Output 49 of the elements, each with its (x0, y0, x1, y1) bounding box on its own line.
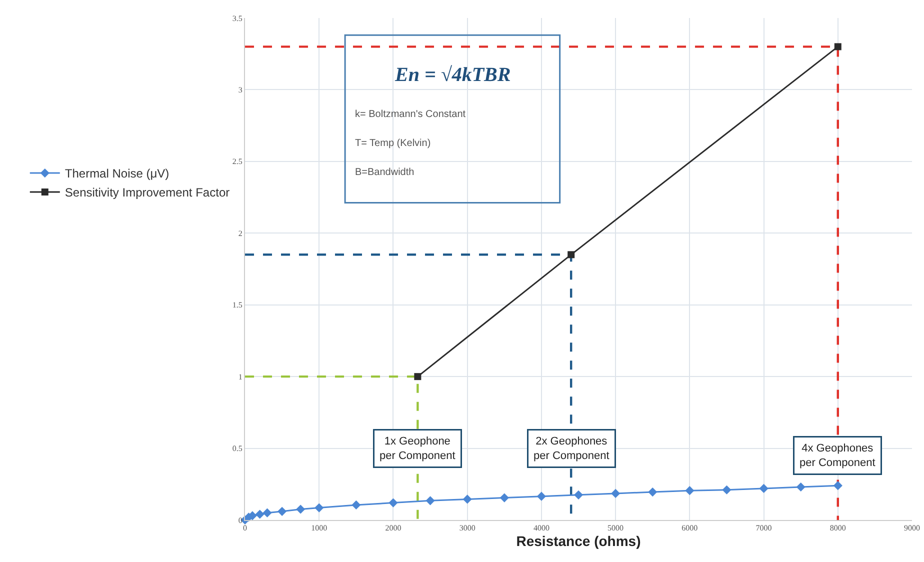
legend-label: Thermal Noise (μV) (64, 166, 170, 181)
x-tick-label: 1000 (311, 524, 328, 533)
point (833, 481, 842, 490)
point (255, 510, 264, 519)
annotation: 4x Geophones per Component (800, 442, 876, 469)
point (388, 498, 398, 508)
point (296, 504, 306, 514)
point (462, 494, 472, 504)
y-tick-label: 1.5 (232, 300, 242, 310)
annotation: 2x Geophones per Component (534, 436, 610, 462)
point (574, 490, 584, 500)
annotation: B=Bandwidth (355, 167, 414, 178)
x-tick-label: 4000 (533, 524, 550, 533)
point (500, 493, 509, 502)
point (352, 500, 361, 510)
point (759, 484, 768, 493)
point (796, 482, 806, 492)
point (648, 487, 658, 497)
x-tick-label: 5000 (608, 524, 624, 533)
point (314, 503, 324, 512)
point (426, 496, 435, 506)
point (685, 486, 694, 496)
point (722, 485, 732, 494)
y-tick-label: 3 (238, 86, 242, 95)
legend-label: Sensitivity Improvement Factor (64, 186, 230, 200)
point (536, 492, 546, 501)
y-tick-label: 3.5 (232, 14, 242, 23)
point (278, 506, 287, 516)
point (834, 43, 842, 50)
point (611, 488, 620, 498)
y-tick-label: 0.5 (232, 444, 242, 454)
x-tick-label: 7000 (756, 524, 772, 533)
annotation: En = √4kTBR (394, 64, 511, 86)
annotation: 1x Geophone per Component (380, 436, 456, 462)
annotation: T= Temp (Kelvin) (355, 138, 431, 149)
y-tick-label: 2.5 (232, 157, 242, 166)
point (414, 373, 422, 380)
annotation: k= Boltzmann's Constant (355, 109, 466, 120)
x-tick-label: 9000 (904, 524, 920, 533)
x-tick-label: 6000 (682, 524, 698, 533)
y-tick-label: 1 (238, 372, 242, 382)
y-tick-label: 0 (238, 516, 242, 525)
y-tick-label: 2 (238, 228, 242, 238)
x-tick-label: 3000 (459, 524, 476, 533)
point (568, 251, 575, 258)
x-tick-label: 2000 (385, 524, 402, 533)
point (262, 508, 272, 518)
x-tick-label: 8000 (830, 524, 846, 533)
x-axis-title: Resistance (ohms) (516, 532, 641, 549)
